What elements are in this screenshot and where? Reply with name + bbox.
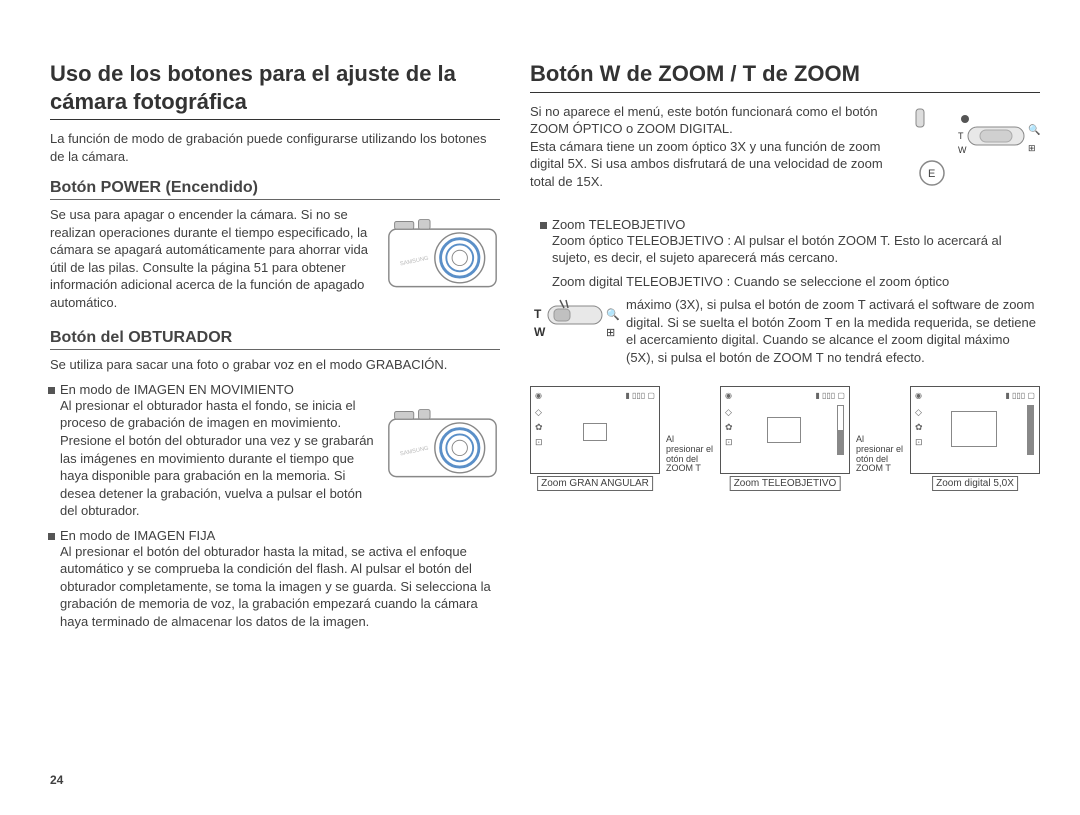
tele-dig-text-start: Cuando se seleccione el zoom óptico <box>734 274 949 289</box>
still-text: Al presionar el botón del obturador hast… <box>60 543 500 631</box>
page-number: 24 <box>50 773 63 787</box>
svg-text:🔍: 🔍 <box>606 307 620 321</box>
mov-heading: En modo de IMAGEN EN MOVIMIENTO <box>60 382 500 397</box>
tele-dig-label: Zoom digital TELEOBJETIVO : <box>552 274 730 289</box>
right-column: Botón W de ZOOM / T de ZOOM Si no aparec… <box>530 60 1040 630</box>
left-heading: Uso de los botones para el ajuste de la … <box>50 60 500 120</box>
tele-opt-label: Zoom óptico TELEOBJETIVO : <box>552 233 731 248</box>
screen-digital: ◉▮ ▯▯▯ ▢ ◇✿⊡ Zoom digital 5,0X <box>910 386 1040 474</box>
svg-text:W: W <box>958 145 967 155</box>
camera-illustration-icon: SAMSUNG <box>385 400 500 490</box>
power-block: SAMSUNG Se usa para apagar o encender la… <box>50 206 500 311</box>
caption-tele: Zoom TELEOBJETIVO <box>730 476 841 491</box>
tele-dig-text-rest: máximo (3X), si pulsa el botón de zoom T… <box>626 296 1040 366</box>
zoom-screens-row: ◉▮ ▯▯▯ ▢ ◇✿⊡ Zoom GRAN ANGULAR Al presio… <box>530 386 1040 474</box>
screen-tele: ◉▮ ▯▯▯ ▢ ◇✿⊡ Zoom TELEOBJETIVO <box>720 386 850 474</box>
svg-text:W: W <box>534 325 546 339</box>
shutter-intro: Se utiliza para sacar una foto o grabar … <box>50 356 500 374</box>
arrow-label-2: Al presionar el otón del ZOOM T <box>856 435 904 475</box>
caption-wide: Zoom GRAN ANGULAR <box>537 476 653 491</box>
svg-text:⊞: ⊞ <box>606 327 615 339</box>
still-heading: En modo de IMAGEN FIJA <box>60 528 500 543</box>
shutter-mov-block: SAMSUNG En modo de IMAGEN EN MOVIMIENTO … <box>50 382 500 520</box>
tele-heading: Zoom TELEOBJETIVO <box>552 217 1040 232</box>
camera-illustration-icon: SAMSUNG <box>385 210 500 300</box>
shutter-heading: Botón del OBTURADOR <box>50 329 500 350</box>
left-intro: La función de modo de grabación puede co… <box>50 130 500 165</box>
right-heading: Botón W de ZOOM / T de ZOOM <box>530 60 1040 93</box>
svg-text:T: T <box>958 131 964 141</box>
arrow-label-1: Al presionar el otón del ZOOM T <box>666 435 714 475</box>
svg-text:⊞: ⊞ <box>1028 143 1036 153</box>
svg-text:🔍: 🔍 <box>1028 123 1040 136</box>
right-intro: Si no aparece el menú, este botón funcio… <box>530 103 900 203</box>
left-column: Uso de los botones para el ajuste de la … <box>50 60 500 630</box>
zoom-rocker-icon: T 🔍 W ⊞ <box>530 296 620 356</box>
svg-text:T: T <box>534 307 542 321</box>
screen-wide: ◉▮ ▯▯▯ ▢ ◇✿⊡ Zoom GRAN ANGULAR <box>530 386 660 474</box>
power-heading: Botón POWER (Encendido) <box>50 179 500 200</box>
svg-text:E: E <box>928 168 935 180</box>
caption-digital: Zoom digital 5,0X <box>932 476 1018 491</box>
top-controls-diagram-icon: T 🔍 W ⊞ E <box>910 103 1040 203</box>
